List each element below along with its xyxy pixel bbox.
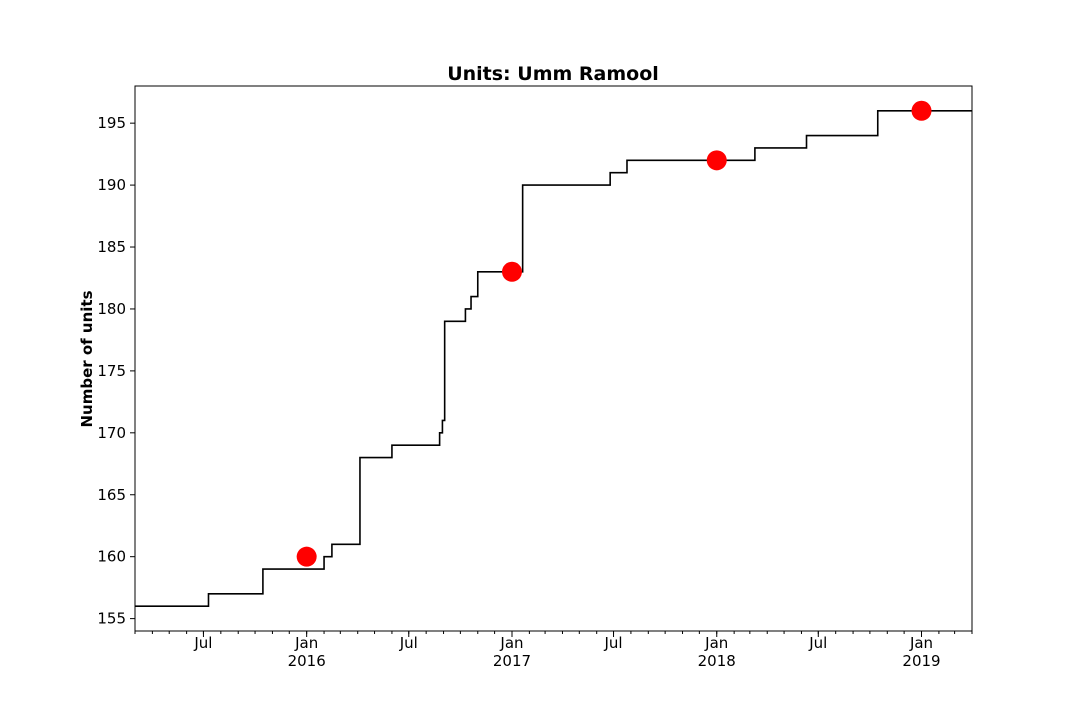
chart-title: Units: Umm Ramool (447, 63, 659, 85)
series-line (135, 109, 972, 608)
data-point-marker (911, 100, 932, 121)
y-tick-label: 165 (97, 486, 126, 504)
y-tick-label: 170 (97, 424, 126, 442)
y-axis: 155 160 165 170 175 180 185 190 195 (97, 114, 135, 628)
x-tick-label: Jan (909, 634, 933, 652)
y-tick-label: 180 (97, 300, 126, 318)
data-point-marker (706, 150, 727, 171)
y-tick-label: 195 (97, 114, 126, 132)
data-point-marker (501, 261, 522, 282)
y-axis-label: Number of units (78, 290, 96, 427)
x-tick-year-label: 2018 (698, 652, 736, 670)
x-tick-label: Jul (808, 634, 827, 652)
x-tick-year-label: 2016 (288, 652, 326, 670)
x-tick-label: Jan (294, 634, 318, 652)
plot-area (135, 100, 972, 608)
y-tick-label: 175 (97, 362, 126, 380)
x-tick-label: Jul (603, 634, 622, 652)
x-tick-label: Jul (399, 634, 418, 652)
x-tick-label: Jan (499, 634, 523, 652)
x-tick-year-label: 2017 (493, 652, 531, 670)
plot-frame (134, 85, 973, 632)
x-tick-label: Jan (704, 634, 728, 652)
x-tick-year-label: 2019 (902, 652, 940, 670)
y-tick-label: 190 (97, 176, 126, 194)
data-point-marker (296, 546, 317, 567)
y-tick-label: 155 (97, 610, 126, 628)
x-tick-label: Jul (193, 634, 212, 652)
y-tick-label: 160 (97, 548, 126, 566)
y-tick-label: 185 (97, 238, 126, 256)
